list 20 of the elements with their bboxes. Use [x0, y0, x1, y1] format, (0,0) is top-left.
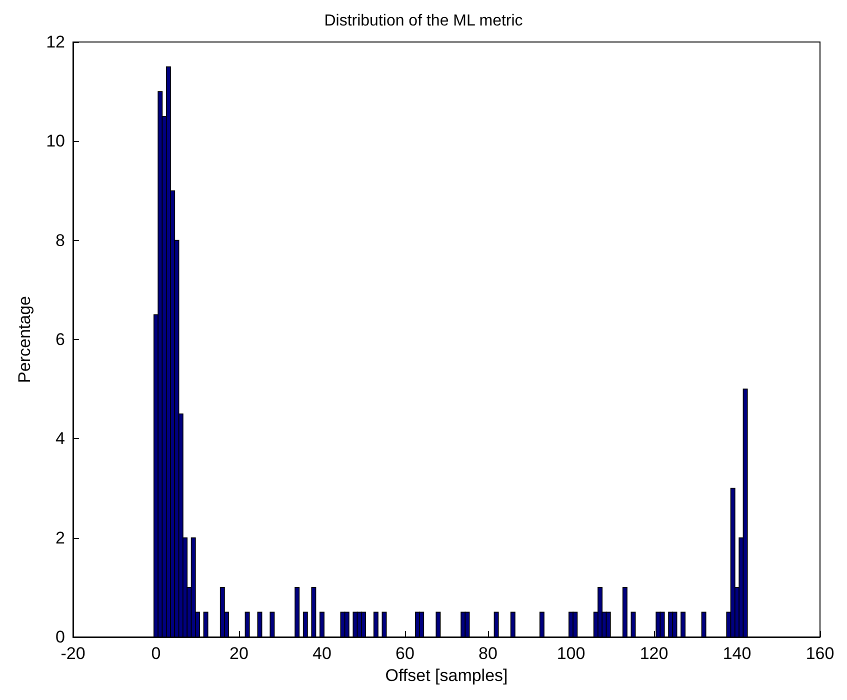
x-tick-label: 40 — [312, 644, 332, 663]
x-tick-label: 0 — [151, 644, 161, 663]
chart-title: Distribution of the ML metric — [324, 12, 523, 30]
x-axis-title: Offset [samples] — [385, 666, 508, 685]
x-tick-label: 120 — [640, 644, 668, 663]
y-tick-label: 8 — [56, 230, 65, 250]
y-tick-label: 0 — [56, 628, 65, 646]
x-tick-label: -20 — [60, 644, 86, 663]
y-tick-label: 10 — [46, 132, 65, 151]
x-tick-label: 100 — [556, 644, 586, 663]
y-tick-label: 2 — [56, 528, 65, 548]
y-axis-title: Percentage — [15, 296, 34, 383]
y-tick-label: 12 — [46, 32, 65, 52]
y-tick-label: 6 — [56, 330, 65, 349]
x-tick-label: 160 — [806, 644, 834, 663]
y-tick-label: 4 — [56, 429, 65, 448]
x-tick-label: 140 — [722, 644, 752, 663]
x-tick-label: 20 — [230, 644, 248, 663]
x-tick-label: 80 — [478, 644, 498, 663]
x-tick-label: 60 — [396, 644, 414, 663]
